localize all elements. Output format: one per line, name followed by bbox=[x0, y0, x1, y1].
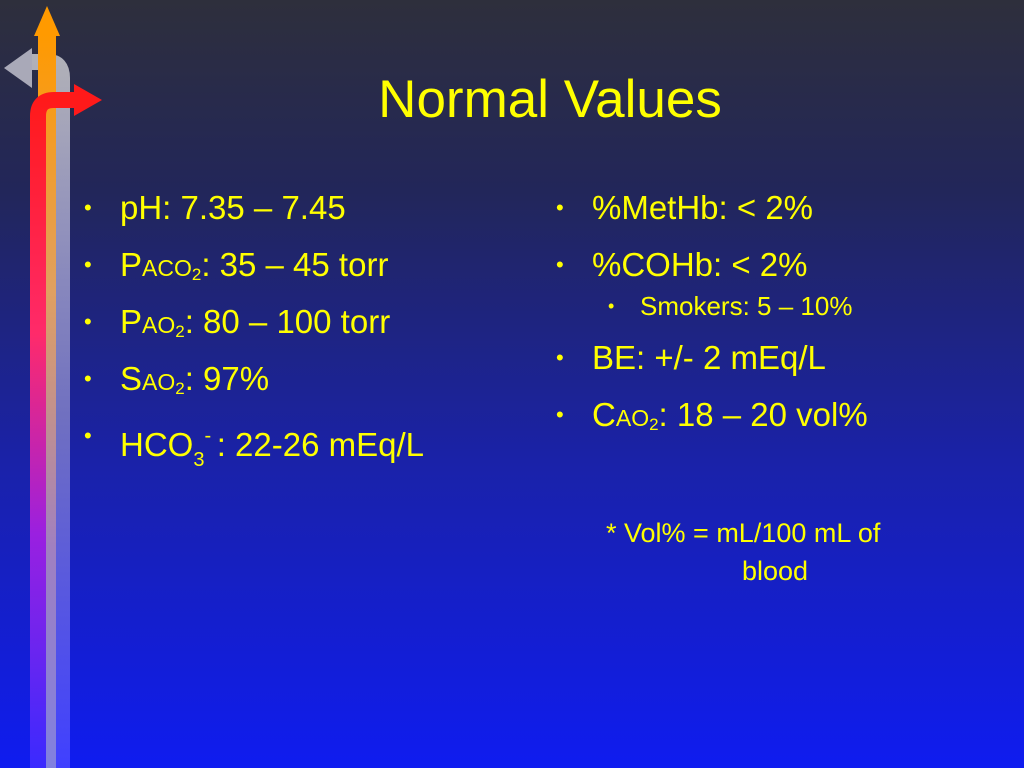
arrow-decoration bbox=[4, 6, 102, 768]
cohb-text: %COHb: < 2% bbox=[592, 246, 808, 283]
list-item-be: • BE: +/- 2 mEq/L bbox=[556, 338, 996, 378]
sao2-gas: O bbox=[157, 369, 176, 395]
cao2-gas: O bbox=[631, 405, 650, 431]
sao2-a: A bbox=[142, 369, 158, 395]
sao2-value: : 97% bbox=[184, 360, 270, 397]
slide-title: Normal Values bbox=[378, 70, 722, 129]
pao2-gas: O bbox=[157, 312, 176, 338]
bullet-icon: • bbox=[84, 366, 92, 391]
be-text: BE: +/- 2 mEq/L bbox=[592, 339, 826, 376]
list-item-paco2: • PACO2: 35 – 45 torr bbox=[84, 245, 524, 285]
bullet-icon: • bbox=[84, 309, 92, 334]
footnote-line-2: blood bbox=[742, 556, 809, 586]
hco3-superscript: - bbox=[204, 425, 217, 447]
list-item-cao2: • CAO2: 18 – 20 vol% bbox=[556, 395, 996, 435]
footnote-line-1: * Vol% = mL/100 mL of bbox=[606, 518, 881, 548]
smokers-text: Smokers: 5 – 10% bbox=[640, 291, 853, 321]
left-column-list: • pH: 7.35 – 7.45 • PACO2: 35 – 45 torr … bbox=[84, 188, 524, 473]
hco3-base: HCO bbox=[120, 426, 194, 463]
footnote: * Vol% = mL/100 mL of blood bbox=[606, 514, 1006, 590]
cao2-value: : 18 – 20 vol% bbox=[658, 396, 868, 433]
sao2-subscript: 2 bbox=[175, 379, 185, 398]
list-item-ph: • pH: 7.35 – 7.45 bbox=[84, 188, 524, 228]
hco3-value: : 22-26 mEq/L bbox=[216, 426, 424, 463]
hco3-subscript: 3 bbox=[193, 449, 205, 471]
cao2-a: A bbox=[615, 405, 632, 431]
list-item-smokers: • Smokers: 5 – 10% bbox=[556, 290, 996, 322]
ph-text: pH: 7.35 – 7.45 bbox=[120, 189, 346, 226]
bullet-icon: • bbox=[556, 345, 564, 370]
list-item-pao2: • PAO2: 80 – 100 torr bbox=[84, 302, 524, 342]
pao2-p: P bbox=[120, 303, 143, 340]
bullet-icon: • bbox=[556, 195, 564, 220]
sao2-s: S bbox=[120, 360, 143, 397]
list-item-cohb: • %COHb: < 2% bbox=[556, 245, 996, 285]
bullet-icon: • bbox=[556, 402, 564, 427]
paco2-subscript: 2 bbox=[191, 265, 202, 284]
bullet-icon: • bbox=[556, 252, 564, 277]
red-arrow-right-icon bbox=[30, 84, 102, 768]
paco2-a: A bbox=[142, 255, 158, 281]
paco2-p: P bbox=[120, 246, 143, 283]
bullet-icon: • bbox=[608, 296, 615, 316]
pao2-a: A bbox=[142, 312, 158, 338]
right-column-list: • %MetHb: < 2% • %COHb: < 2% • Smokers: … bbox=[556, 188, 996, 452]
list-item-hco3: • HCO3- : 22-26 mEq/L bbox=[84, 416, 524, 471]
methb-text: %MetHb: < 2% bbox=[592, 189, 814, 226]
paco2-value: : 35 – 45 torr bbox=[201, 246, 389, 283]
paco2-gas: CO bbox=[157, 255, 192, 281]
bullet-icon: • bbox=[84, 195, 92, 220]
bullet-icon: • bbox=[84, 423, 92, 448]
list-item-sao2: • SAO2: 97% bbox=[84, 359, 524, 399]
cao2-c: C bbox=[592, 396, 616, 433]
pao2-value: : 80 – 100 torr bbox=[184, 303, 391, 340]
list-item-methb: • %MetHb: < 2% bbox=[556, 188, 996, 228]
bullet-icon: • bbox=[84, 252, 92, 277]
cao2-subscript: 2 bbox=[649, 415, 659, 434]
pao2-subscript: 2 bbox=[175, 322, 185, 341]
